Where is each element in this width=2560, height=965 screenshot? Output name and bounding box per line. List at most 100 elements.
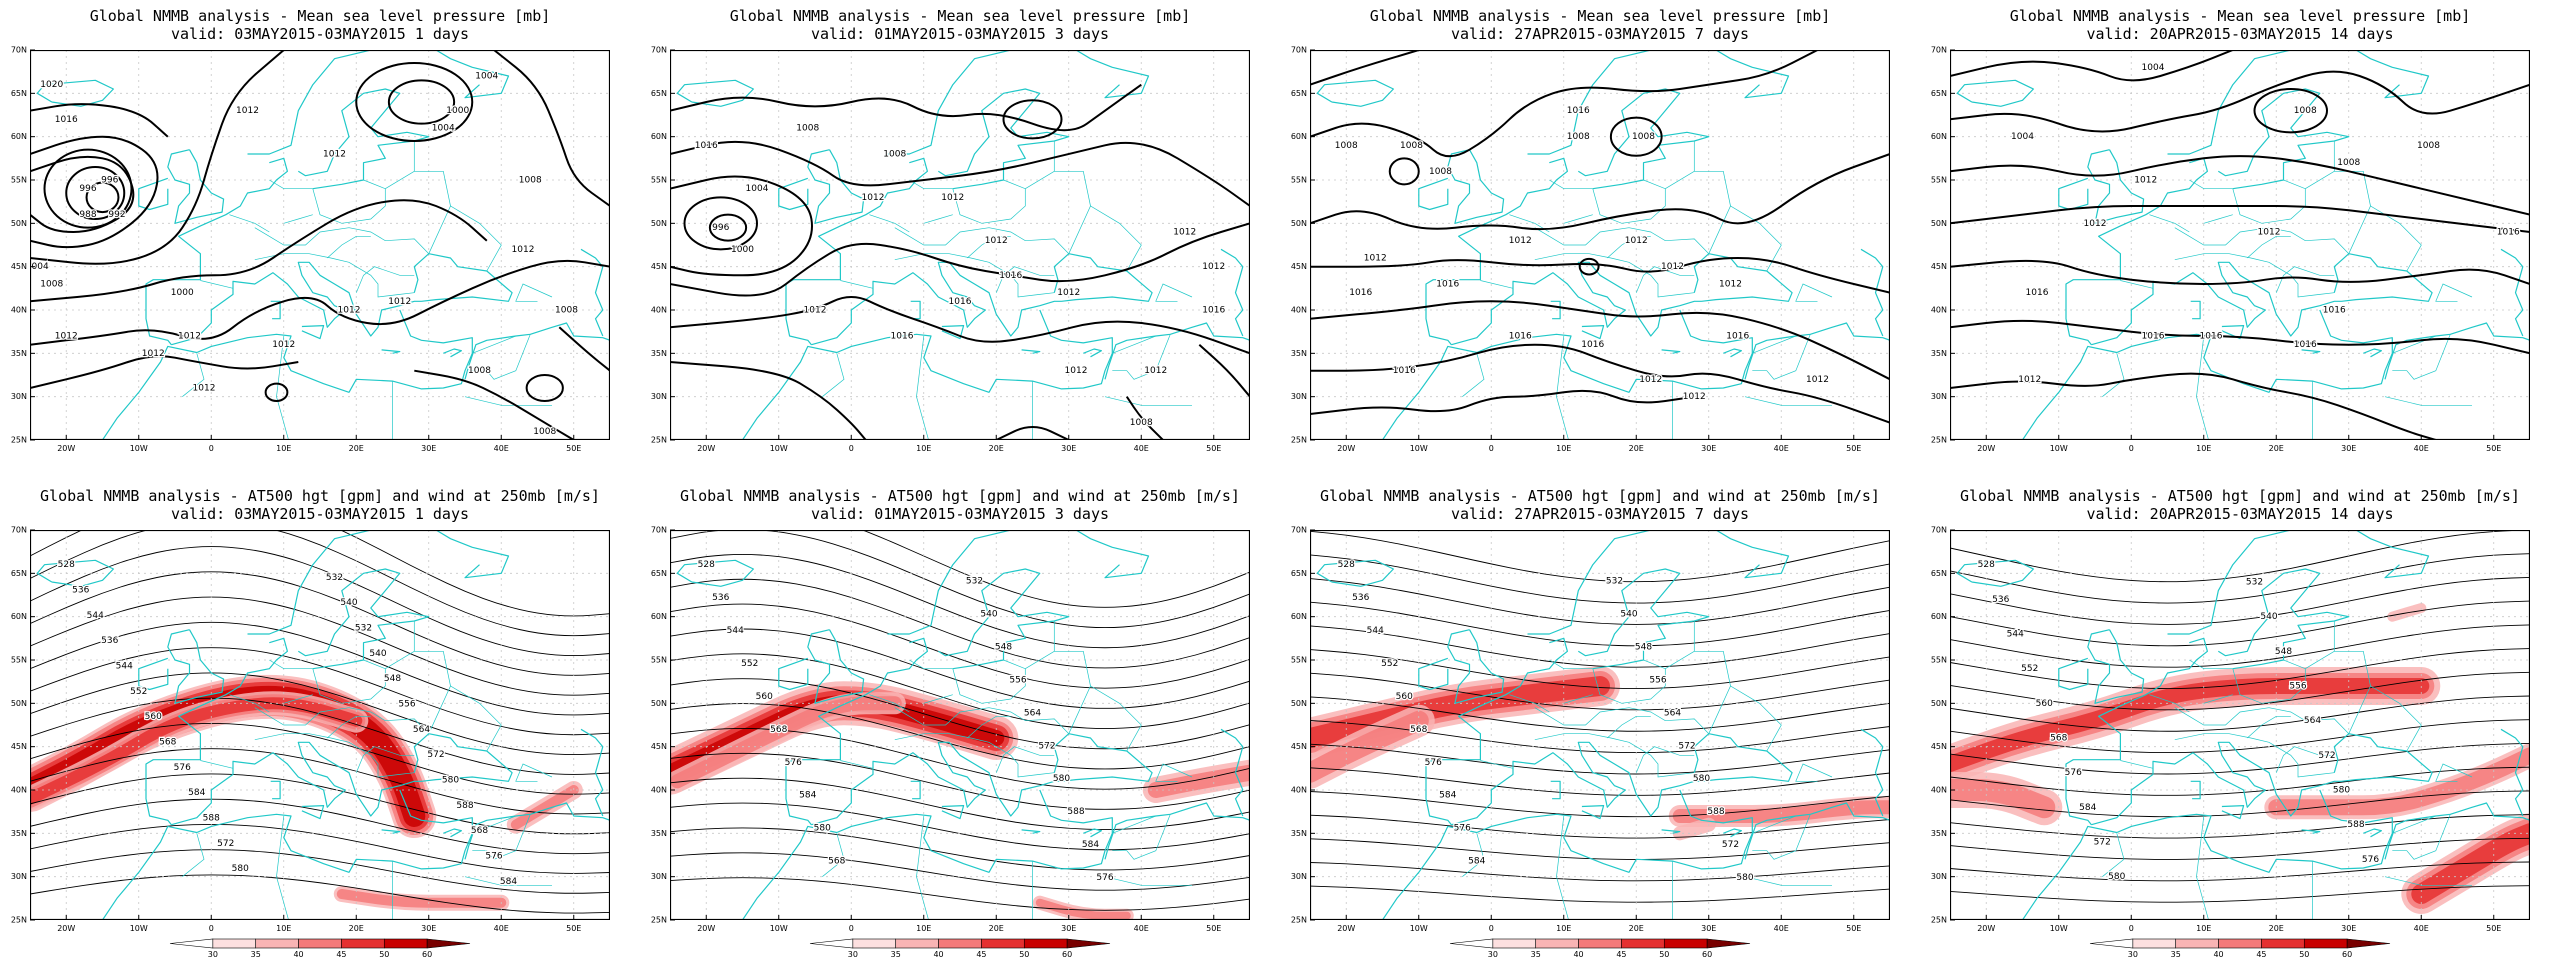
mslp-contour-label: 1008 [468, 366, 491, 376]
z500-contour-label: 540 [2260, 612, 2277, 622]
latitude-tick-label: 45N [11, 742, 27, 751]
longitude-tick-label: 20E [1629, 924, 1644, 933]
z500-contour-label: 568 [828, 857, 845, 867]
panel-title: Global NMMB analysis - AT500 hgt [gpm] a… [1960, 487, 2520, 505]
z500-contour-label: 544 [2007, 630, 2024, 640]
mslp-contour-label: 1012 [1065, 366, 1088, 376]
latitude-tick-label: 30N [651, 392, 667, 401]
latitude-tick-label: 60N [1931, 132, 1947, 141]
z500-map-panel: Global NMMB analysis - AT500 hgt [gpm] a… [1280, 480, 1920, 960]
mslp-contour-label: 1016 [2497, 228, 2520, 238]
mslp-contour-label: 1016 [1393, 366, 1416, 376]
colorbar-tick-label: 45 [976, 950, 986, 959]
colorbar-tick-label: 40 [1573, 950, 1583, 959]
latitude-tick-label: 25N [11, 436, 27, 445]
latitude-tick-label: 50N [1931, 219, 1947, 228]
mslp-contour-label: 1012 [272, 340, 295, 350]
z500-contour-label: 572 [217, 839, 234, 849]
latitude-tick-label: 60N [11, 132, 27, 141]
mslp-contour-label: 1012 [338, 306, 361, 316]
mslp-contour-label: 1016 [55, 115, 78, 125]
longitude-tick-label: 20W [697, 924, 715, 933]
colorbar-tick-label: 50 [2299, 950, 2309, 959]
longitude-tick-label: 30E [1061, 444, 1076, 453]
longitude-tick-label: 20E [2269, 444, 2284, 453]
mslp-contour-label: 1012 [1509, 236, 1532, 246]
latitude-tick-label: 60N [651, 612, 667, 621]
mslp-contour-label: 1012 [1057, 288, 1080, 298]
latitude-tick-label: 45N [1291, 742, 1307, 751]
z500-contour-label: 536 [712, 593, 729, 603]
latitude-tick-label: 70N [1291, 46, 1307, 55]
z500-contour-label: 572 [1722, 840, 1739, 850]
panel-title: Global NMMB analysis - Mean sea level pr… [729, 7, 1191, 25]
panel-valid-period: valid: 01MAY2015-03MAY2015 3 days [810, 25, 1109, 43]
colorbar-tick-label: 50 [1659, 950, 1669, 959]
latitude-tick-label: 35N [651, 349, 667, 358]
panel-valid-period: valid: 27APR2015-03MAY2015 7 days [1450, 25, 1749, 43]
longitude-tick-label: 20E [349, 924, 364, 933]
longitude-tick-label: 10W [2050, 444, 2068, 453]
latitude-tick-label: 70N [651, 46, 667, 55]
longitude-tick-label: 30E [1701, 924, 1716, 933]
longitude-tick-label: 0 [2129, 444, 2134, 453]
longitude-tick-label: 20W [1337, 444, 1355, 453]
mslp-contour-label: 1008 [519, 176, 542, 186]
z500-contour-label: 588 [1067, 807, 1084, 817]
mslp-contour-label: 1012 [2134, 176, 2157, 186]
map-svg: 1016 1008 1008 1012 1012 1004 1000 996 1012 1012 1… [670, 50, 1250, 440]
z500-contour-label: 568 [1410, 725, 1427, 735]
latitude-tick-label: 45N [11, 262, 27, 271]
z500-contour-label: 564 [413, 725, 430, 735]
colorbar-tick-label: 45 [336, 950, 346, 959]
mslp-contour-label: 1016 [2294, 340, 2317, 350]
latitude-tick-label: 50N [651, 699, 667, 708]
latitude-tick-label: 30N [11, 872, 27, 881]
z500-contour-label: 580 [814, 824, 831, 834]
latitude-tick-label: 25N [11, 916, 27, 925]
z500-contour-label: 560 [756, 692, 773, 702]
z500-contour-label: 548 [1635, 643, 1652, 653]
longitude-tick-label: 10E [916, 924, 931, 933]
mslp-contour-label: 1012 [236, 106, 259, 116]
mslp-contour-label: 1012 [985, 236, 1008, 246]
z500-contour-label: 532 [326, 573, 343, 583]
latitude-tick-label: 35N [651, 829, 667, 838]
latitude-tick-label: 25N [651, 916, 667, 925]
mslp-contour-label: 992 [108, 210, 125, 220]
mslp-contour-label: 1012 [512, 245, 535, 255]
map-plot: 1004 1004 1008 1008 1008 1012 1012 1012 1016 1016… [1950, 50, 2530, 440]
mslp-contour-label: 1012 [55, 332, 78, 342]
latitude-tick-label: 55N [1931, 176, 1947, 185]
mslp-contour-label: 1012 [804, 306, 827, 316]
colorbar-tick-label: 30 [1488, 950, 1498, 959]
map-svg: 528 532 536 540 544 548 552 556 560 564 568 572 576 5… [670, 530, 1250, 920]
mslp-contour-label: 1008 [2337, 158, 2360, 168]
longitude-tick-label: 40E [494, 924, 509, 933]
mslp-contour-label: 1008 [1130, 418, 1153, 428]
longitude-tick-label: 50E [2486, 444, 2501, 453]
latitude-tick-label: 50N [651, 219, 667, 228]
latitude-tick-label: 35N [11, 349, 27, 358]
colorbar-tick-label: 45 [1616, 950, 1626, 959]
colorbar-tick-label: 30 [208, 950, 218, 959]
latitude-tick-label: 40N [11, 306, 27, 315]
latitude-tick-label: 45N [651, 262, 667, 271]
latitude-tick-label: 45N [651, 742, 667, 751]
z500-contour-label: 532 [966, 577, 983, 587]
z500-contour-label: 584 [500, 877, 517, 887]
latitude-tick-label: 60N [1291, 612, 1307, 621]
z500-contour-label: 572 [2094, 838, 2111, 848]
colorbar-tick-label: 50 [1019, 950, 1029, 959]
z500-contour-label: 568 [159, 738, 176, 748]
longitude-tick-label: 10E [276, 924, 291, 933]
mslp-contour-label: 1012 [142, 349, 165, 359]
mslp-contour-label: 1008 [40, 280, 63, 290]
colorbar-tick-label: 60 [2342, 950, 2352, 959]
latitude-tick-label: 65N [651, 569, 667, 578]
longitude-tick-label: 20W [57, 924, 75, 933]
latitude-tick-label: 40N [1931, 306, 1947, 315]
latitude-tick-label: 65N [1291, 89, 1307, 98]
z500-contour-label: 556 [2289, 682, 2306, 692]
panel-title: Global NMMB analysis - AT500 hgt [gpm] a… [1320, 487, 1880, 505]
